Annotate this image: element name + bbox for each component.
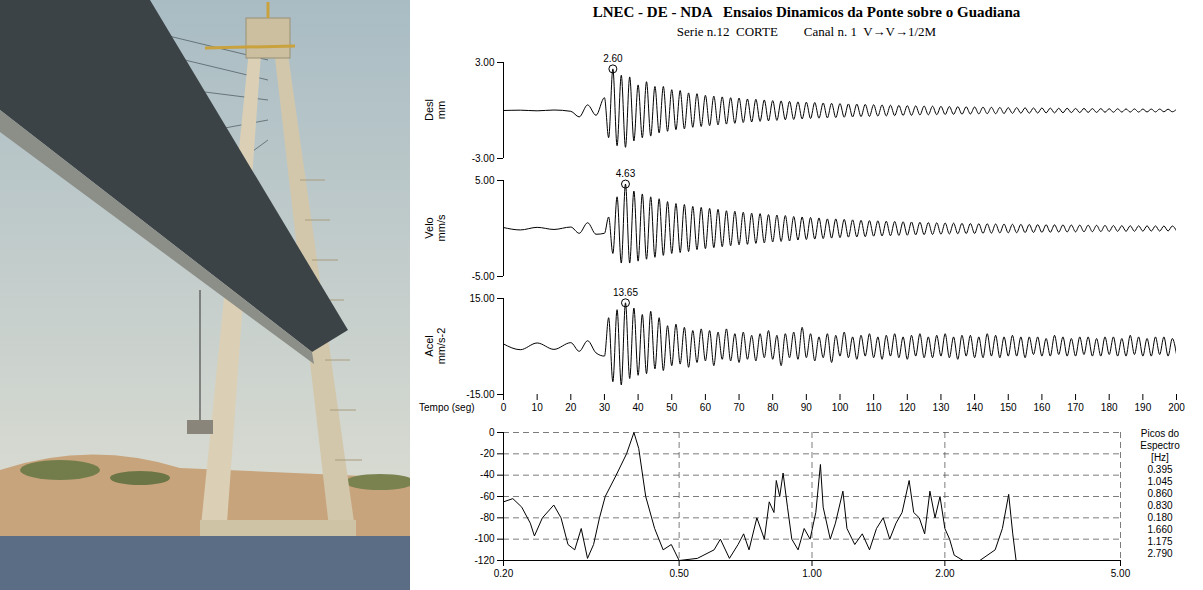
html-text:[Hz]: [Hz] xyxy=(1151,452,1169,463)
svg-text:4.63: 4.63 xyxy=(616,168,636,179)
svg-text:30: 30 xyxy=(599,402,611,413)
svg-text:110: 110 xyxy=(866,402,882,413)
svg-text:-60: -60 xyxy=(480,491,495,502)
svg-text:2.00: 2.00 xyxy=(935,568,955,579)
svg-text:5.00: 5.00 xyxy=(475,175,495,186)
html-text:Desl mm: Desl mm xyxy=(423,99,447,121)
html-text:Serie n.12 CORTE Canal n. 1 V→: Serie n.12 CORTE Canal n. 1 V→V→1/2M xyxy=(676,24,937,39)
html-text:0.830: 0.830 xyxy=(1147,500,1173,511)
svg-text:1.00: 1.00 xyxy=(802,568,822,579)
svg-text:-100: -100 xyxy=(474,533,494,544)
svg-text:-20: -20 xyxy=(480,448,495,459)
svg-text:-5.00: -5.00 xyxy=(472,271,495,282)
svg-text:140: 140 xyxy=(966,402,983,413)
svg-text:90: 90 xyxy=(801,402,813,413)
html-text:LNEC - DE - NDA Ensaios Dinami: LNEC - DE - NDA Ensaios Dinamicos da Pon… xyxy=(592,4,1021,20)
svg-text:80: 80 xyxy=(767,402,779,413)
html-text:Tempo (seg): Tempo (seg) xyxy=(419,402,475,413)
svg-text:40: 40 xyxy=(633,402,645,413)
svg-text:2.60: 2.60 xyxy=(603,53,623,64)
svg-text:0.20: 0.20 xyxy=(494,568,514,579)
html-text:0.395: 0.395 xyxy=(1147,464,1173,475)
svg-text:50: 50 xyxy=(666,402,678,413)
svg-text:150: 150 xyxy=(1000,402,1017,413)
html-text:0.180: 0.180 xyxy=(1147,512,1173,523)
svg-text:120: 120 xyxy=(899,402,916,413)
svg-text:-3.00: -3.00 xyxy=(472,153,495,164)
svg-text:180: 180 xyxy=(1101,402,1118,413)
svg-text:70: 70 xyxy=(733,402,745,413)
html-text:1.660: 1.660 xyxy=(1147,524,1173,535)
html-text:2.790: 2.790 xyxy=(1147,548,1173,559)
html-text:Velo mm/s: Velo mm/s xyxy=(423,214,447,242)
svg-text:200: 200 xyxy=(1168,402,1185,413)
svg-text:170: 170 xyxy=(1067,402,1084,413)
svg-text:3.00: 3.00 xyxy=(475,57,495,68)
svg-text:130: 130 xyxy=(933,402,950,413)
html-text:1.175: 1.175 xyxy=(1147,536,1173,547)
svg-text:0.50: 0.50 xyxy=(669,568,689,579)
svg-text:-80: -80 xyxy=(480,512,495,523)
svg-text:0: 0 xyxy=(501,402,507,413)
svg-text:5.00: 5.00 xyxy=(1111,568,1131,579)
svg-text:-40: -40 xyxy=(480,469,495,480)
svg-text:20: 20 xyxy=(565,402,577,413)
html-text:Acel mm/s-2: Acel mm/s-2 xyxy=(423,327,447,365)
svg-text:60: 60 xyxy=(700,402,712,413)
html-text:0.860: 0.860 xyxy=(1147,488,1173,499)
svg-text:0: 0 xyxy=(489,427,495,438)
svg-text:160: 160 xyxy=(1034,402,1051,413)
svg-text:13.65: 13.65 xyxy=(613,287,638,298)
html-text:Picos do Espectro: Picos do Espectro xyxy=(1140,428,1180,451)
svg-text:10: 10 xyxy=(532,402,544,413)
svg-text:190: 190 xyxy=(1135,402,1152,413)
svg-text:-120: -120 xyxy=(474,555,494,566)
svg-text:100: 100 xyxy=(832,402,849,413)
svg-text:15.00: 15.00 xyxy=(469,293,494,304)
svg-text:-15.00: -15.00 xyxy=(466,389,495,400)
html-text:1.045: 1.045 xyxy=(1147,476,1173,487)
